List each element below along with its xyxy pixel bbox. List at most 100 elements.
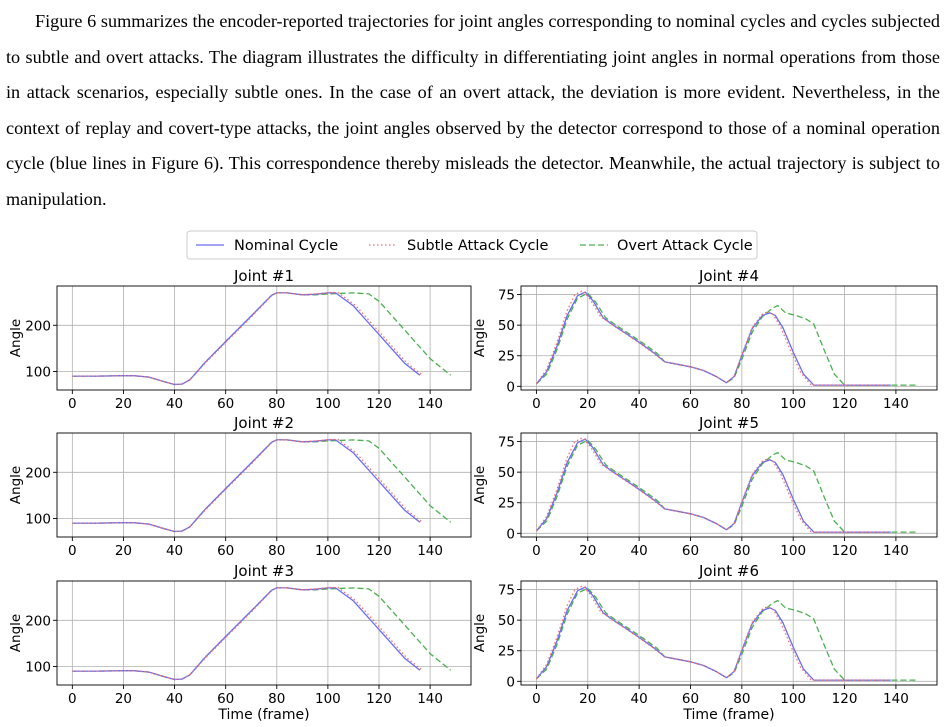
series-line-nominal-cycle xyxy=(72,439,421,533)
series-group xyxy=(535,585,917,681)
x-tick-label: 0 xyxy=(68,691,77,707)
x-tick-label: 140 xyxy=(417,691,443,707)
y-tick-label: 75 xyxy=(498,435,515,451)
series-line-overt-attack-cycle xyxy=(72,439,452,533)
x-axis-label: Time (frame) xyxy=(682,707,774,723)
series-line-subtle-attack-cycle xyxy=(535,290,889,386)
panel-title: Joint #1 xyxy=(233,267,294,285)
series-line-nominal-cycle xyxy=(535,438,891,533)
x-tick-label: 40 xyxy=(166,396,183,412)
x-axis-label: Time (frame) xyxy=(217,707,309,723)
x-tick-label: 80 xyxy=(733,396,750,412)
x-tick-label: 60 xyxy=(682,691,699,707)
y-axis-label: Angle xyxy=(472,614,488,652)
panel-joint-3: 0 20 40 60 80 100 120 140 100 200 Joint #3 Angle Tim… xyxy=(8,562,472,723)
y-tick-label: 200 xyxy=(25,318,51,334)
x-tick-label: 60 xyxy=(217,543,234,559)
y-tick-label: 0 xyxy=(506,526,515,542)
panel-joint-5: 0 20 40 60 80 100 120 140 0 25 50 75 Joint #5 Angle xyxy=(472,414,938,559)
x-tick-label: 0 xyxy=(532,396,541,412)
panel-title: Joint #6 xyxy=(698,562,759,580)
series-line-nominal-cycle xyxy=(535,291,891,386)
y-tick-label: 75 xyxy=(498,288,515,304)
series-line-overt-attack-cycle xyxy=(535,439,917,533)
x-tick-label: 40 xyxy=(166,691,183,707)
y-tick-label: 25 xyxy=(498,496,515,512)
x-tick-label: 60 xyxy=(682,543,699,559)
axes-frame xyxy=(520,580,938,686)
x-tick-label: 140 xyxy=(883,396,909,412)
y-tick-label: 50 xyxy=(498,465,515,481)
panel-joint-2: 0 20 40 60 80 100 120 140 100 200 Joint #2 Angle xyxy=(8,414,472,559)
series-line-overt-attack-cycle xyxy=(72,587,452,681)
series-group xyxy=(535,290,917,386)
panel-title: Joint #3 xyxy=(233,562,294,580)
x-tick-label: 120 xyxy=(832,543,858,559)
x-tick-label: 20 xyxy=(579,691,596,707)
legend-label-0: Nominal Cycle xyxy=(234,238,338,254)
x-tick-label: 40 xyxy=(166,543,183,559)
y-axis-label: Angle xyxy=(8,319,24,357)
panel-title: Joint #2 xyxy=(233,414,294,432)
panel-title: Joint #5 xyxy=(698,414,759,432)
axes-frame xyxy=(56,285,472,391)
y-tick-label: 200 xyxy=(25,613,51,629)
series-line-subtle-attack-cycle xyxy=(72,291,423,386)
series-line-subtle-attack-cycle xyxy=(72,586,423,681)
x-tick-label: 20 xyxy=(579,543,596,559)
x-tick-label: 120 xyxy=(832,691,858,707)
y-tick-label: 0 xyxy=(506,379,515,395)
y-tick-label: 75 xyxy=(498,583,515,599)
body-paragraph: Figure 6 summarizes the encoder-reported… xyxy=(6,11,940,209)
axes-frame xyxy=(520,432,938,538)
x-tick-label: 100 xyxy=(780,396,806,412)
series-group xyxy=(72,291,452,386)
x-tick-label: 80 xyxy=(268,691,285,707)
x-tick-label: 0 xyxy=(68,543,77,559)
y-tick-label: 0 xyxy=(506,674,515,690)
x-tick-label: 100 xyxy=(315,396,341,412)
series-group xyxy=(535,437,917,533)
y-tick-label: 100 xyxy=(25,365,51,381)
axes-frame xyxy=(56,432,472,538)
x-tick-label: 0 xyxy=(532,543,541,559)
y-tick-label: 100 xyxy=(25,660,51,676)
y-axis-label: Angle xyxy=(472,319,488,357)
x-tick-label: 80 xyxy=(733,691,750,707)
x-tick-label: 100 xyxy=(780,691,806,707)
panel-joint-1: 0 20 40 60 80 100 120 140 100 200 Joint #1 Angle xyxy=(8,267,472,412)
y-tick-label: 100 xyxy=(25,512,51,528)
series-line-subtle-attack-cycle xyxy=(535,585,889,681)
x-tick-label: 100 xyxy=(315,691,341,707)
y-axis-label: Angle xyxy=(8,614,24,652)
x-tick-label: 20 xyxy=(115,396,132,412)
series-group xyxy=(72,438,452,533)
x-tick-label: 140 xyxy=(883,543,909,559)
x-tick-label: 60 xyxy=(217,691,234,707)
series-line-nominal-cycle xyxy=(535,586,891,681)
y-tick-label: 25 xyxy=(498,644,515,660)
y-tick-label: 25 xyxy=(498,349,515,365)
x-tick-label: 20 xyxy=(579,396,596,412)
panel-title: Joint #4 xyxy=(698,267,759,285)
x-tick-label: 60 xyxy=(217,396,234,412)
panel-joint-6: 0 20 40 60 80 100 120 140 0 25 50 75 Joint #6 Angle Ti… xyxy=(472,562,938,723)
x-tick-label: 100 xyxy=(780,543,806,559)
y-tick-label: 200 xyxy=(25,465,51,481)
x-tick-label: 80 xyxy=(268,396,285,412)
legend-label-2: Overt Attack Cycle xyxy=(617,238,753,254)
x-tick-label: 40 xyxy=(631,543,648,559)
y-axis-label: Angle xyxy=(472,466,488,504)
x-tick-label: 140 xyxy=(417,396,443,412)
x-tick-label: 140 xyxy=(417,543,443,559)
x-tick-label: 0 xyxy=(68,396,77,412)
x-tick-label: 60 xyxy=(682,396,699,412)
axes-frame xyxy=(56,580,472,686)
x-tick-label: 120 xyxy=(832,396,858,412)
x-tick-label: 20 xyxy=(115,543,132,559)
y-axis-label: Angle xyxy=(8,466,24,504)
x-tick-label: 120 xyxy=(366,396,392,412)
y-tick-label: 50 xyxy=(498,318,515,334)
series-line-subtle-attack-cycle xyxy=(535,437,889,533)
series-line-nominal-cycle xyxy=(72,292,421,386)
